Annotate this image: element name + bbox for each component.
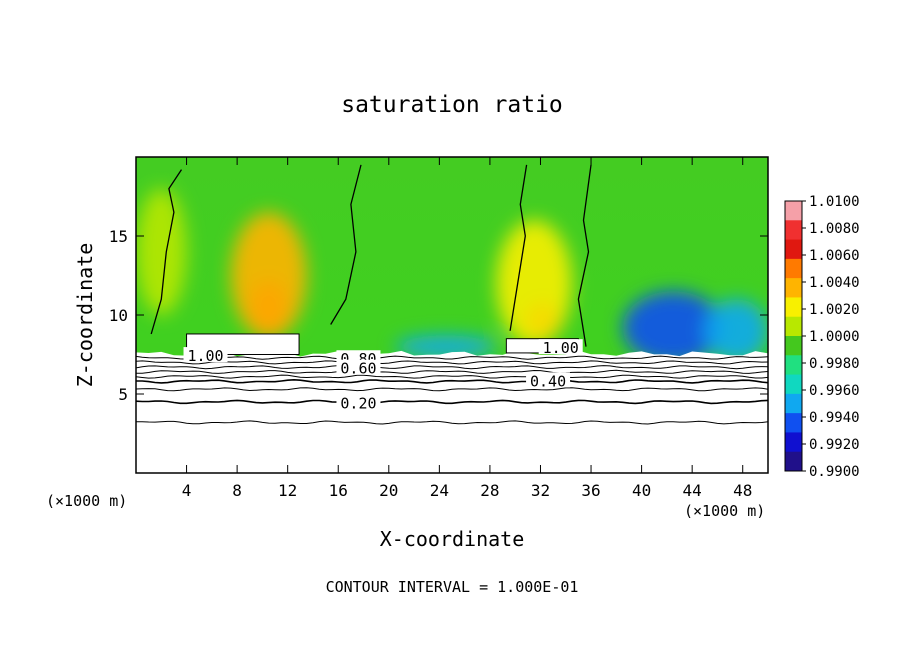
x-tick-label: 8 [232, 481, 242, 500]
contour-line [150, 169, 183, 335]
x-axis-label: X-coordinate [380, 527, 525, 551]
x-tick-label: 16 [329, 481, 348, 500]
plume-region [704, 299, 768, 363]
x-axis-ticks: 4 8 12 16 20 24 28 32 36 40 44 48 [182, 157, 752, 500]
contour-line [136, 399, 768, 405]
contour-interval-note: CONTOUR INTERVAL = 1.000E-01 [326, 578, 579, 596]
contour-label-bg [538, 339, 583, 355]
colorbar-swatch [785, 355, 802, 376]
colorbar-tick-label: 1.0080 [809, 221, 860, 237]
colorbar-tick-label: 0.9960 [809, 383, 860, 399]
x-tick-label: 28 [480, 481, 499, 500]
lower-region-fill [136, 350, 768, 473]
plume-region [136, 188, 187, 315]
colorbar-swatch [785, 393, 802, 414]
colorbar-tick-label: 1.0100 [809, 194, 860, 210]
y-tick-label: 5 [118, 385, 128, 404]
colorbar-swatch [785, 258, 802, 279]
y-tick-label: 15 [109, 227, 128, 246]
colorbar-swatch [785, 239, 802, 260]
x-tick-label: 24 [430, 481, 449, 500]
contour-label-bg [526, 372, 571, 388]
x-tick-label: 12 [278, 481, 297, 500]
y-tick-label: 10 [109, 306, 128, 325]
x-tick-label: 48 [733, 481, 752, 500]
colorbar-swatch [785, 432, 802, 453]
contour-label-bg [336, 359, 381, 375]
colorbar-swatch [785, 220, 802, 241]
plume-region [622, 291, 724, 364]
contour-label: 0.40 [530, 372, 566, 390]
colorbar-swatch [785, 316, 802, 337]
plume-region [496, 220, 573, 347]
contour-line [136, 365, 768, 370]
contour-line [136, 355, 768, 360]
colorbar-swatch [785, 374, 802, 395]
contour-label-bg [183, 347, 228, 363]
y-axis-label: Z-coordinate [73, 243, 97, 388]
chart-title: saturation ratio [341, 92, 563, 118]
colorbar-swatch [785, 297, 802, 318]
contour-line [330, 164, 362, 325]
contour-line [136, 374, 768, 379]
contour-line [136, 378, 768, 384]
contour-line [136, 369, 768, 374]
contour-line [136, 420, 768, 425]
y-axis-ticks: 5 10 15 [109, 227, 768, 404]
x-tick-label: 20 [379, 481, 398, 500]
contour-labels: 1.00 0.800.601.000.400.20 [183, 339, 583, 412]
colorbar-tick-label: 1.0020 [809, 302, 860, 318]
x-tick-label: 4 [182, 481, 192, 500]
contour-label: 0.60 [340, 360, 376, 378]
x-tick-label: 32 [531, 481, 550, 500]
contour-line [136, 360, 768, 365]
x-unit-left: (×1000 m) [46, 492, 127, 510]
colorbar-tick-label: 1.0000 [809, 329, 860, 345]
contour-line [136, 387, 768, 392]
contour-label: 0.20 [340, 394, 376, 412]
contour-label: 1.00 [543, 339, 579, 357]
colorbar-swatch [785, 201, 802, 221]
colorbar-tick-label: 0.9980 [809, 356, 860, 372]
contour-label: 1.00 [187, 347, 223, 365]
plume-region [395, 335, 497, 358]
x-tick-label: 44 [683, 481, 702, 500]
plume-layer [136, 188, 768, 364]
plot-area: 1.00 0.800.601.000.400.20 4 8 12 16 20 24 28 32 3… [109, 156, 769, 500]
x-tick-label: 40 [632, 481, 651, 500]
colorbar-tick-label: 1.0040 [809, 275, 860, 291]
plume-region [230, 212, 307, 339]
colorbar-tick-label: 0.9920 [809, 437, 860, 453]
colorbar-tick-label: 1.0060 [809, 248, 860, 264]
contour-layer [136, 164, 768, 425]
colorbar: 1.0100 1.0080 1.0060 1.0040 1.0020 1.0000 0.99… [784, 194, 860, 480]
colorbar-tick-label: 0.9940 [809, 410, 860, 426]
contour-line [509, 164, 528, 331]
colorbar-swatch [785, 413, 802, 433]
colorbar-swatch [785, 336, 802, 356]
contour-line [577, 164, 592, 347]
colorbar-tick-label: 0.9900 [809, 464, 860, 480]
colorbar-swatch [785, 451, 802, 472]
colorbar-swatch [785, 278, 802, 298]
x-tick-label: 36 [581, 481, 600, 500]
contour-label-bg [336, 394, 381, 410]
x-unit-right: (×1000 m) [684, 502, 765, 520]
